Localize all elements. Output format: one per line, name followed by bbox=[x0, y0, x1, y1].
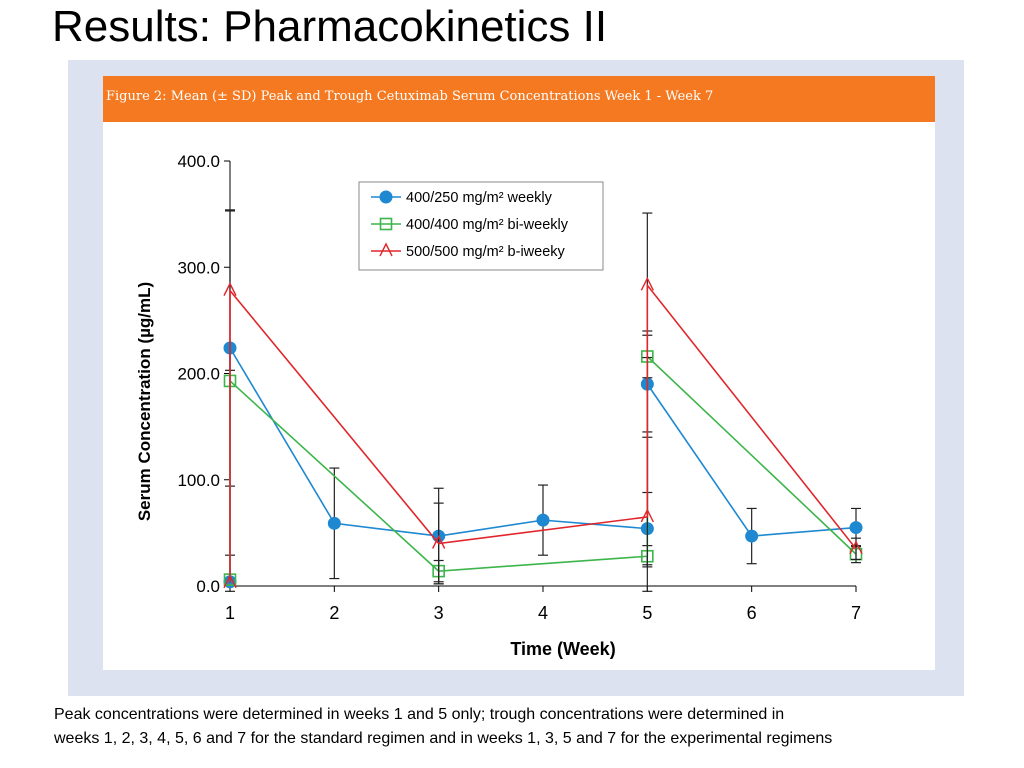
x-tick-label: 2 bbox=[329, 603, 339, 623]
data-point bbox=[432, 534, 446, 549]
x-tick-label: 3 bbox=[434, 603, 444, 623]
data-point bbox=[379, 217, 393, 231]
y-tick-label: 300.0 bbox=[177, 258, 220, 277]
series-line bbox=[229, 283, 857, 583]
figure-panel: Figure 2: Mean (± SD) Peak and Trough Ce… bbox=[103, 76, 935, 670]
legend-label: 400/250 mg/m² weekly bbox=[406, 190, 553, 206]
data-point bbox=[379, 190, 393, 204]
data-point bbox=[849, 540, 863, 555]
y-axis-label: Serum Concentration (µg/mL) bbox=[135, 282, 154, 521]
series-3 bbox=[223, 210, 863, 592]
legend-label: 500/500 mg/m² b-iweeky bbox=[406, 244, 566, 260]
legend-item: 400/400 mg/m² bi-weekly bbox=[371, 217, 569, 233]
data-point bbox=[327, 516, 341, 530]
y-tick-label: 0.0 bbox=[196, 577, 220, 596]
x-axis-label: Time (Week) bbox=[510, 639, 615, 659]
data-point bbox=[536, 513, 550, 527]
figure-banner: Figure 2: Mean (± SD) Peak and Trough Ce… bbox=[103, 76, 935, 122]
data-point bbox=[223, 282, 237, 296]
y-tick-label: 200.0 bbox=[177, 365, 220, 384]
data-point bbox=[745, 529, 759, 543]
footnote: Peak concentrations were determined in w… bbox=[54, 703, 1022, 751]
chart: 0.0 100.0 200.0 300.0 400.0 1 2 3 4 5 6 7 Time (Week… bbox=[135, 152, 863, 659]
x-tick-label: 5 bbox=[642, 603, 652, 623]
footnote-line-1: Peak concentrations were determined in w… bbox=[54, 706, 785, 723]
x-tick-label: 7 bbox=[851, 603, 861, 623]
legend-label: 400/400 mg/m² bi-weekly bbox=[406, 217, 569, 233]
figure-caption: Figure 2: Mean (± SD) Peak and Trough Ce… bbox=[106, 89, 714, 104]
y-tick-label: 100.0 bbox=[177, 471, 220, 490]
data-point bbox=[849, 521, 863, 535]
data-point bbox=[640, 276, 654, 291]
data-point bbox=[223, 574, 237, 589]
footnote-line-2: weeks 1, 2, 3, 4, 5, 6 and 7 for the sta… bbox=[54, 730, 833, 747]
figure-frame: Figure 2: Mean (± SD) Peak and Trough Ce… bbox=[68, 60, 964, 696]
legend-item: 500/500 mg/m² b-iweeky bbox=[371, 242, 566, 260]
data-point bbox=[640, 508, 654, 523]
legend: 400/250 mg/m² weekly 400/400 mg/m² bi-wee… bbox=[358, 181, 604, 271]
data-point bbox=[379, 242, 393, 257]
legend-item: 400/250 mg/m² weekly bbox=[371, 190, 553, 206]
x-tick-label: 4 bbox=[538, 603, 548, 623]
x-tick-label: 1 bbox=[225, 603, 235, 623]
x-tick-label: 6 bbox=[747, 603, 757, 623]
y-tick-label: 400.0 bbox=[177, 152, 220, 171]
slide-title: Results: Pharmacokinetics II bbox=[52, 2, 608, 51]
